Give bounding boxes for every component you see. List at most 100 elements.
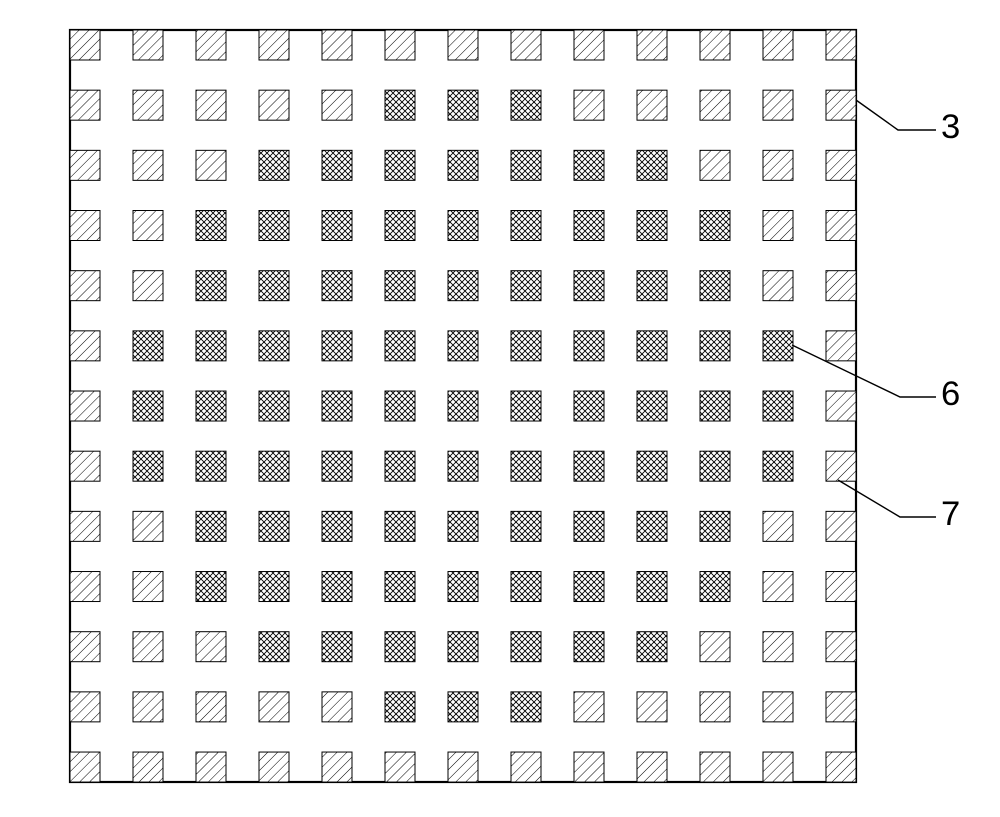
hatch-cell: [133, 572, 163, 602]
hatch-cell: [196, 692, 226, 722]
crosshatch-cell: [385, 692, 415, 722]
crosshatch-cell: [511, 211, 541, 241]
crosshatch-cell: [259, 511, 289, 541]
hatch-cell: [322, 30, 352, 60]
hatch-cell: [763, 271, 793, 301]
crosshatch-cell: [385, 391, 415, 421]
crosshatch-cell: [322, 331, 352, 361]
crosshatch-cell: [511, 331, 541, 361]
label-6: 6: [941, 375, 960, 414]
hatch-cell: [826, 692, 856, 722]
hatch-cell: [637, 90, 667, 120]
hatch-cell: [826, 572, 856, 602]
crosshatch-cell: [133, 451, 163, 481]
crosshatch-cell: [385, 572, 415, 602]
hatch-cell: [259, 30, 289, 60]
hatch-cell: [763, 150, 793, 180]
crosshatch-cell: [637, 271, 667, 301]
crosshatch-cell: [259, 632, 289, 662]
hatch-cell: [196, 30, 226, 60]
hatch-cell: [637, 30, 667, 60]
hatch-cell: [70, 572, 100, 602]
hatch-cell: [700, 90, 730, 120]
hatch-cell: [826, 511, 856, 541]
hatch-cell: [70, 331, 100, 361]
hatch-cell: [385, 752, 415, 782]
crosshatch-cell: [448, 271, 478, 301]
hatch-cell: [574, 692, 604, 722]
crosshatch-cell: [196, 511, 226, 541]
crosshatch-cell: [511, 451, 541, 481]
crosshatch-cell: [322, 391, 352, 421]
crosshatch-cell: [700, 211, 730, 241]
hatch-cell: [133, 632, 163, 662]
hatch-cell: [637, 752, 667, 782]
crosshatch-cell: [574, 391, 604, 421]
hatch-cell: [259, 752, 289, 782]
hatch-cell: [133, 752, 163, 782]
hatch-cell: [259, 90, 289, 120]
crosshatch-cell: [763, 391, 793, 421]
crosshatch-cell: [322, 511, 352, 541]
crosshatch-cell: [700, 271, 730, 301]
hatch-cell: [826, 90, 856, 120]
crosshatch-cell: [574, 572, 604, 602]
hatch-cell: [763, 632, 793, 662]
crosshatch-cell: [763, 451, 793, 481]
crosshatch-cell: [322, 572, 352, 602]
hatch-cell: [196, 632, 226, 662]
hatch-cell: [133, 30, 163, 60]
crosshatch-cell: [385, 271, 415, 301]
crosshatch-cell: [133, 391, 163, 421]
crosshatch-cell: [196, 451, 226, 481]
crosshatch-cell: [574, 632, 604, 662]
hatch-cell: [826, 752, 856, 782]
crosshatch-cell: [385, 331, 415, 361]
crosshatch-cell: [700, 451, 730, 481]
crosshatch-cell: [133, 331, 163, 361]
crosshatch-cell: [511, 572, 541, 602]
hatch-cell: [70, 752, 100, 782]
crosshatch-cell: [448, 90, 478, 120]
hatch-cell: [700, 150, 730, 180]
hatch-cell: [196, 90, 226, 120]
hatch-cell: [763, 511, 793, 541]
hatch-cell: [826, 632, 856, 662]
hatch-cell: [322, 90, 352, 120]
crosshatch-cell: [196, 211, 226, 241]
crosshatch-cell: [322, 632, 352, 662]
hatch-cell: [133, 90, 163, 120]
hatch-cell: [826, 331, 856, 361]
hatch-cell: [133, 211, 163, 241]
hatch-cell: [700, 632, 730, 662]
hatch-cell: [70, 511, 100, 541]
crosshatch-cell: [322, 211, 352, 241]
hatch-cell: [763, 30, 793, 60]
crosshatch-cell: [574, 211, 604, 241]
hatch-cell: [259, 692, 289, 722]
hatch-cell: [70, 692, 100, 722]
hatch-cell: [70, 271, 100, 301]
crosshatch-cell: [448, 511, 478, 541]
hatch-cell: [133, 150, 163, 180]
crosshatch-cell: [637, 451, 667, 481]
crosshatch-cell: [259, 451, 289, 481]
crosshatch-cell: [448, 572, 478, 602]
crosshatch-cell: [259, 572, 289, 602]
hatch-cell: [70, 30, 100, 60]
crosshatch-cell: [259, 211, 289, 241]
hatch-cell: [763, 90, 793, 120]
hatch-cell: [70, 211, 100, 241]
hatch-cell: [133, 511, 163, 541]
hatch-cell: [196, 150, 226, 180]
crosshatch-cell: [511, 90, 541, 120]
crosshatch-cell: [700, 572, 730, 602]
hatch-cell: [763, 211, 793, 241]
hatch-cell: [826, 391, 856, 421]
hatch-cell: [763, 692, 793, 722]
crosshatch-cell: [448, 692, 478, 722]
label-7: 7: [941, 495, 960, 534]
crosshatch-cell: [511, 391, 541, 421]
hatch-cell: [826, 271, 856, 301]
callout-3-line: [856, 100, 936, 130]
